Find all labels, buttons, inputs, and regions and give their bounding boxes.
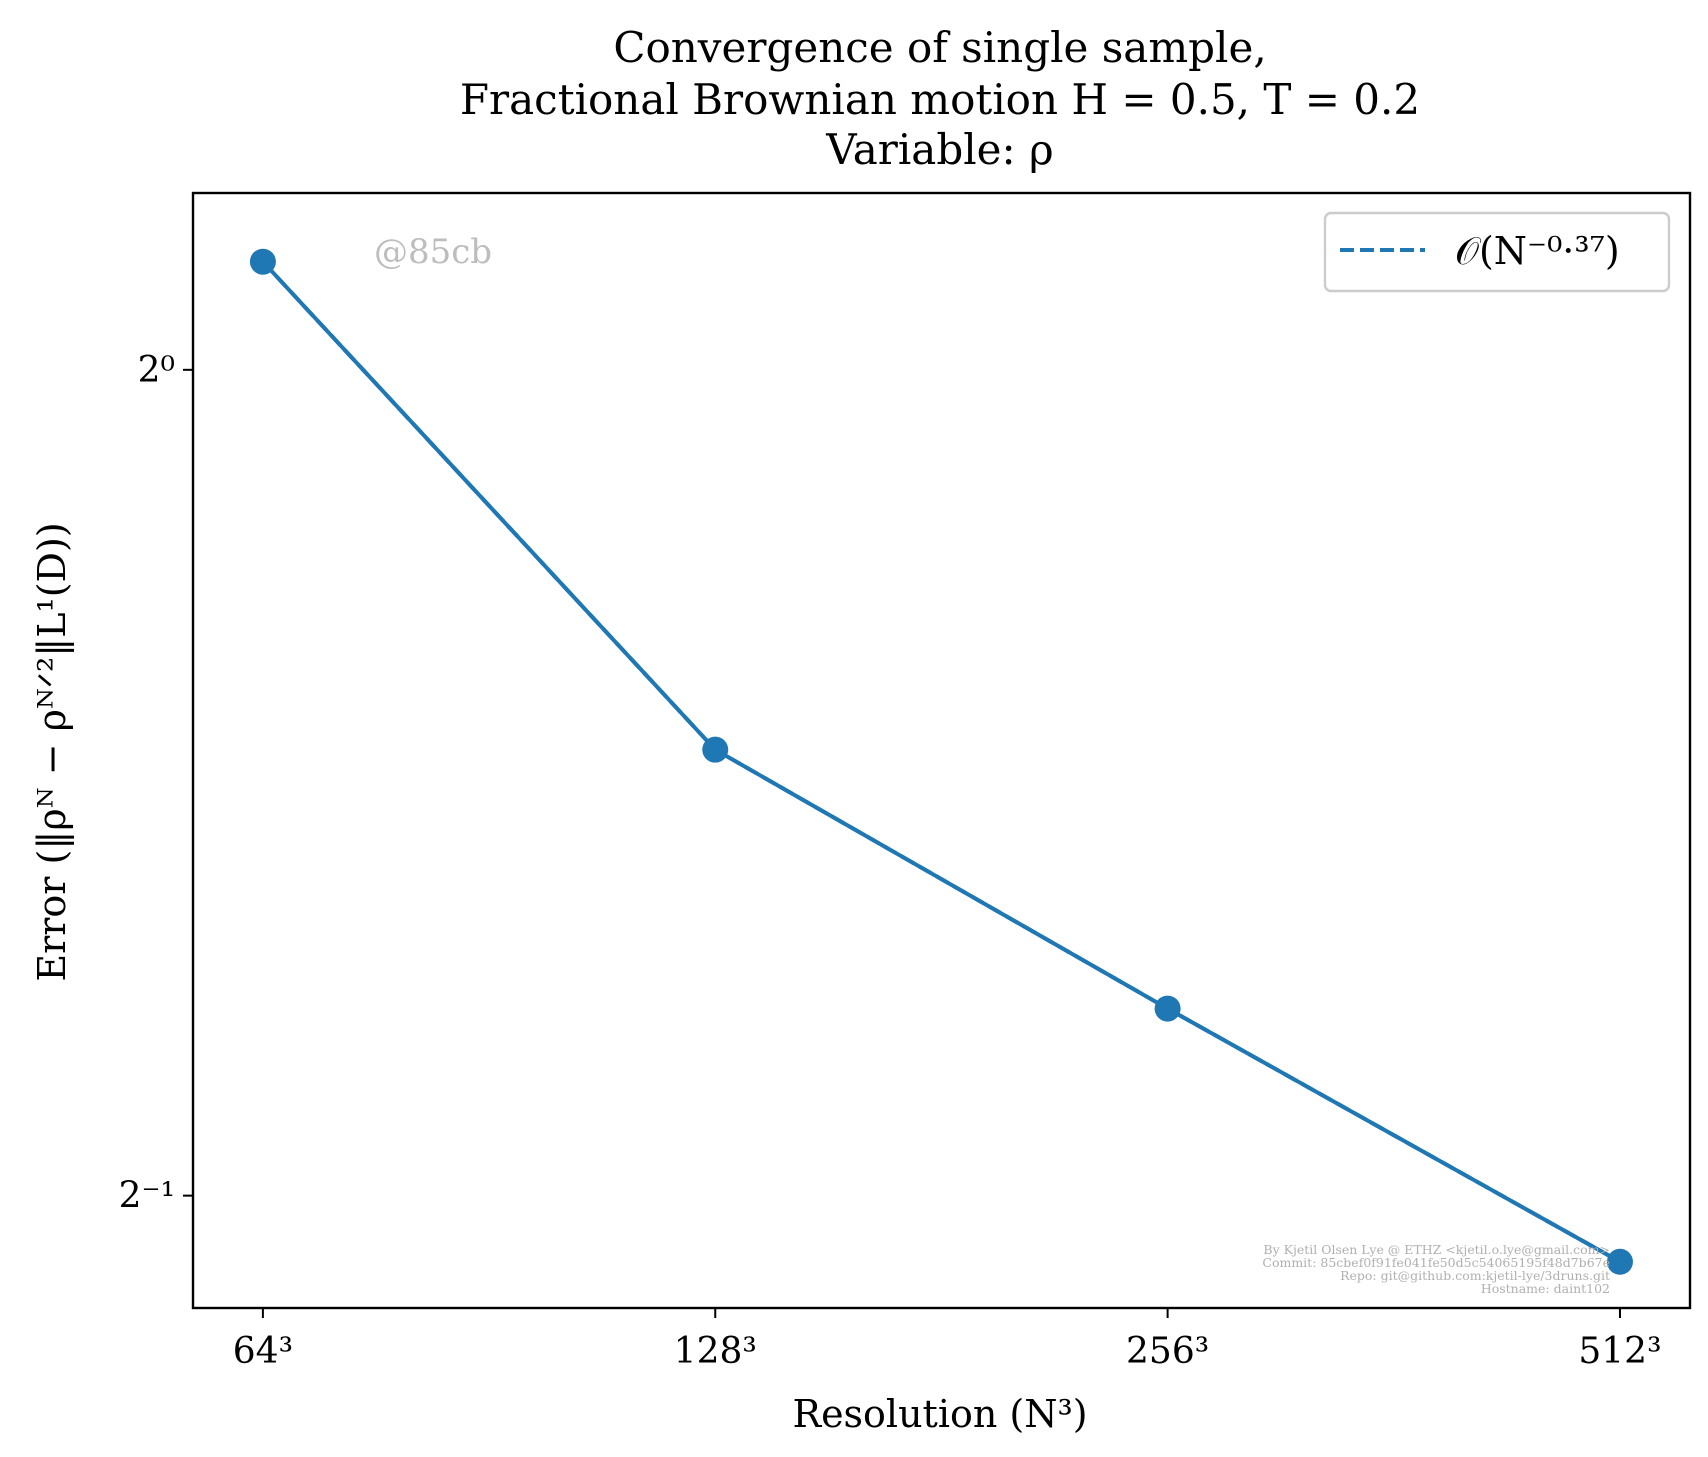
legend-box	[1323, 211, 1671, 293]
footer-line-1: By Kjetil Olsen Lye @ ETHZ <kjetil.o.lye…	[1263, 1242, 1610, 1257]
plot-area	[191, 191, 1692, 1310]
y-tick-label: 2⁰	[138, 350, 175, 391]
watermark: @85cb	[374, 232, 492, 272]
title-line-1: Convergence of single sample,	[613, 23, 1266, 72]
footer-line-4: Hostname: daint102	[1481, 1281, 1610, 1296]
x-tick-label: 512³	[1578, 1331, 1661, 1372]
footer-credits: By Kjetil Olsen Lye @ ETHZ <kjetil.o.lye…	[1262, 1242, 1610, 1296]
x-tick-label: 128³	[674, 1331, 757, 1372]
y-axis: 2⁰ 2⁻¹	[119, 350, 193, 1217]
title-line-3: Variable: ρ	[825, 125, 1053, 174]
footer-line-2: Commit: 85cbef0f91fe041fe50d5c54065195f4…	[1262, 1255, 1610, 1270]
legend: 𝒪(N⁻⁰·³⁷)	[1323, 211, 1671, 293]
reference-rate-line	[261, 260, 1621, 1264]
x-axis: 64³ 128³ 256³ 512³	[233, 1308, 1662, 1372]
x-tick-label: 64³	[233, 1331, 293, 1372]
legend-label: 𝒪(N⁻⁰·³⁷)	[1455, 229, 1620, 273]
footer-line-3: Repo: git@github.com:kjetil-lye/3druns.g…	[1340, 1268, 1610, 1283]
y-tick-label: 2⁻¹	[119, 1176, 175, 1217]
chart-title: Convergence of single sample, Fractional…	[460, 23, 1420, 174]
x-tick-label: 256³	[1126, 1331, 1209, 1372]
x-axis-label: Resolution (N³)	[792, 1392, 1087, 1436]
title-line-2: Fractional Brownian motion H = 0.5, T = …	[460, 75, 1420, 124]
y-axis-label: Error (‖ρᴺ − ρᴺᐟ²‖L¹(D))	[30, 522, 74, 981]
series-layer	[249, 248, 1633, 1275]
